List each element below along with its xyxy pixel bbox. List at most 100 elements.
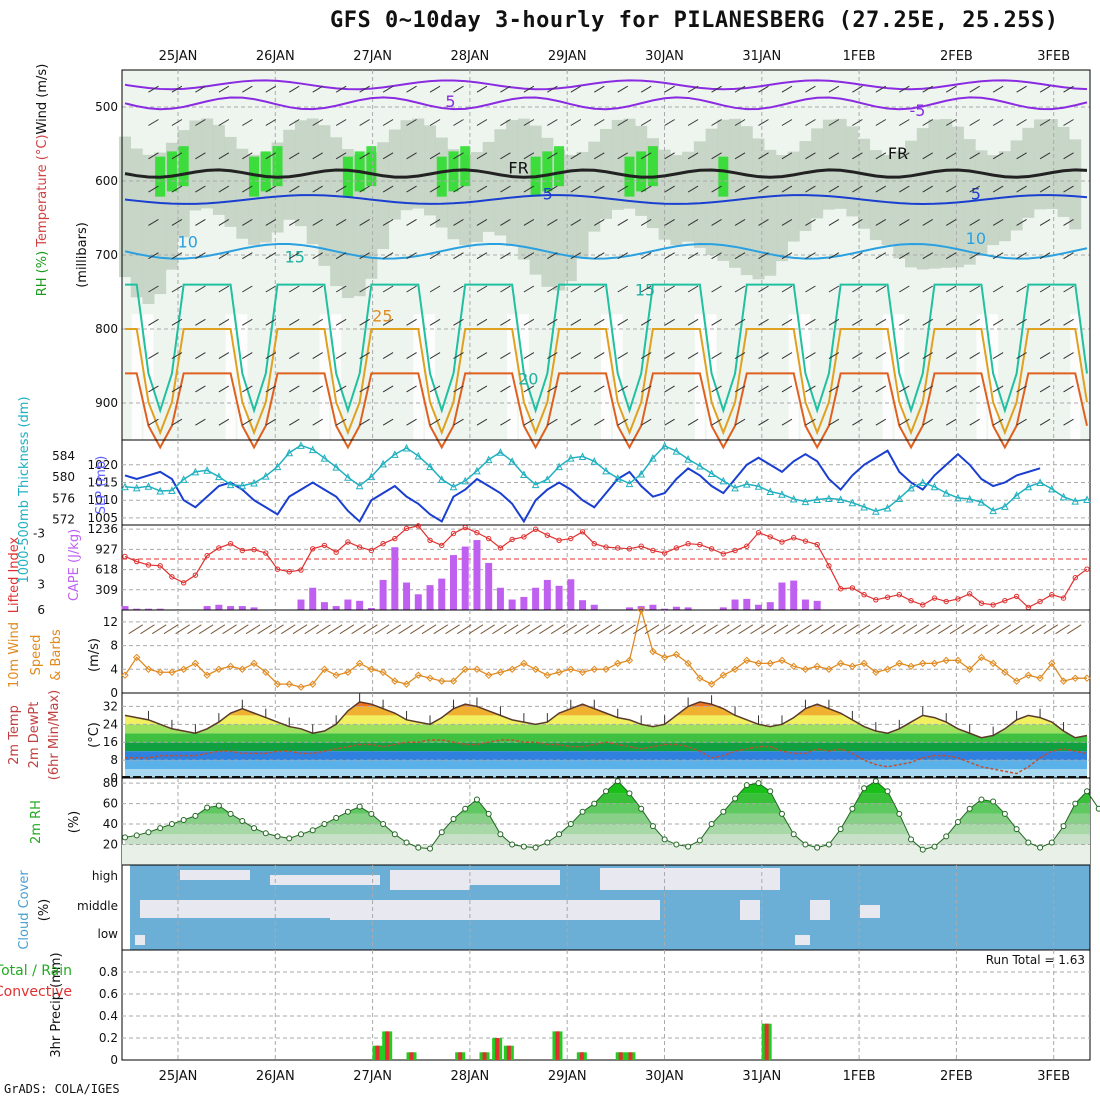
rh-dry-cell [331, 314, 342, 440]
rh-marker [626, 790, 633, 797]
wind-barb [852, 119, 863, 126]
rh-cell [611, 119, 624, 210]
wind-barb [312, 352, 323, 360]
wind-speed-marker [1036, 674, 1044, 682]
lifted-index-marker [908, 597, 914, 604]
wind-speed-marker [273, 680, 282, 688]
rh-marker [251, 825, 258, 832]
wind-barb [148, 218, 159, 226]
thickness-marker [942, 489, 951, 497]
wind-barb [899, 285, 910, 293]
rh-cell [951, 126, 964, 268]
wind-barb [617, 85, 628, 93]
cape-bar [790, 580, 798, 610]
contour-label: FR [888, 144, 908, 163]
precip-tick-label: 0.2 [99, 1031, 118, 1045]
wind-barb [195, 352, 206, 360]
wind-barb [500, 152, 511, 160]
date-label-top: 31JAN [742, 49, 781, 64]
date-label-top: 29JAN [548, 49, 587, 64]
rh-cell [858, 138, 871, 229]
surface-wind-barb [234, 624, 249, 635]
wind-barb [570, 152, 582, 160]
rh-marker [743, 782, 750, 789]
wind-barb [500, 185, 511, 193]
cape-bar [778, 582, 786, 610]
wind-barb [500, 385, 511, 393]
wind-barb [922, 252, 934, 260]
thickness-marker [1071, 496, 1080, 505]
wind-ylabel-3: & Barbs [49, 629, 64, 681]
rh-marker [884, 788, 891, 795]
surface-wind-barb [503, 624, 519, 635]
wind-barb [476, 152, 488, 160]
lifted-index-marker [732, 547, 738, 554]
wind-barb [664, 252, 675, 260]
rh-marker [356, 803, 363, 810]
wind-speed-marker [520, 659, 528, 668]
freezing-level-line [124, 168, 1088, 179]
wind-barb [969, 119, 980, 126]
rh-marker [790, 831, 797, 838]
wind-speed-marker [473, 665, 481, 673]
surface-wind-barb [679, 624, 695, 635]
surface-wind-barb [128, 624, 143, 635]
wind-barb [711, 418, 722, 426]
thickness-marker [672, 447, 681, 455]
wind-barb [734, 152, 746, 160]
wind-barb [852, 285, 863, 293]
cape-bar [367, 608, 375, 610]
wind-barb [828, 285, 840, 293]
rh-marker [849, 805, 856, 812]
thickness-marker [825, 494, 833, 502]
wind-barb [312, 252, 323, 260]
wind-speed-marker [660, 653, 669, 662]
wind-speed-marker [1071, 674, 1079, 682]
wind-barb [687, 352, 699, 360]
wind-barb [1063, 152, 1074, 160]
thickness-marker [766, 487, 775, 496]
temp-ylabel-1: 2m Temp [7, 705, 22, 765]
lifted-index-marker [122, 553, 128, 560]
surface-wind-barb [656, 624, 671, 635]
wind-speed-marker [719, 671, 728, 679]
wind-barb [335, 385, 347, 393]
wind-barb [828, 318, 840, 326]
surface-wind-barb [151, 624, 167, 635]
wind-barb [195, 218, 206, 226]
wind-barb [335, 185, 347, 193]
wind-barb [852, 185, 863, 193]
rh-cell [682, 151, 695, 242]
lifted-index-marker [966, 591, 973, 597]
thickness-marker [1001, 502, 1009, 510]
rh-high-cell [342, 156, 353, 197]
cape-bar [766, 602, 774, 610]
surface-wind-barb [327, 624, 343, 635]
wind-barb [453, 252, 464, 260]
cloud-gap [810, 900, 830, 920]
thickness-marker [308, 445, 317, 454]
wind-speed-marker [1083, 674, 1091, 682]
thickness-marker [742, 479, 751, 488]
wind-barb [429, 119, 441, 126]
precip-tick-label: 0.4 [99, 1009, 118, 1023]
surface-wind-barb [480, 624, 495, 635]
wind-speed-marker [426, 674, 434, 682]
wind-barb [640, 418, 652, 426]
wind-barb [899, 218, 910, 226]
surface-wind-barb [304, 624, 319, 635]
wind-speed-marker [1001, 668, 1009, 676]
wind-barb [453, 418, 464, 426]
wind-barb [171, 152, 183, 160]
lifted-index-marker [274, 566, 281, 572]
wind-speed-marker [1059, 677, 1068, 685]
cape-bar [801, 599, 809, 610]
thickness-marker [496, 448, 505, 456]
wind-barb [335, 352, 347, 360]
thickness-marker [449, 482, 458, 491]
pressure-tick-label: 800 [95, 322, 118, 336]
lifted-index-marker [861, 592, 867, 598]
pressure-tick-label: 700 [95, 248, 118, 262]
wind-barb [148, 318, 159, 326]
wind-barb [476, 352, 488, 360]
